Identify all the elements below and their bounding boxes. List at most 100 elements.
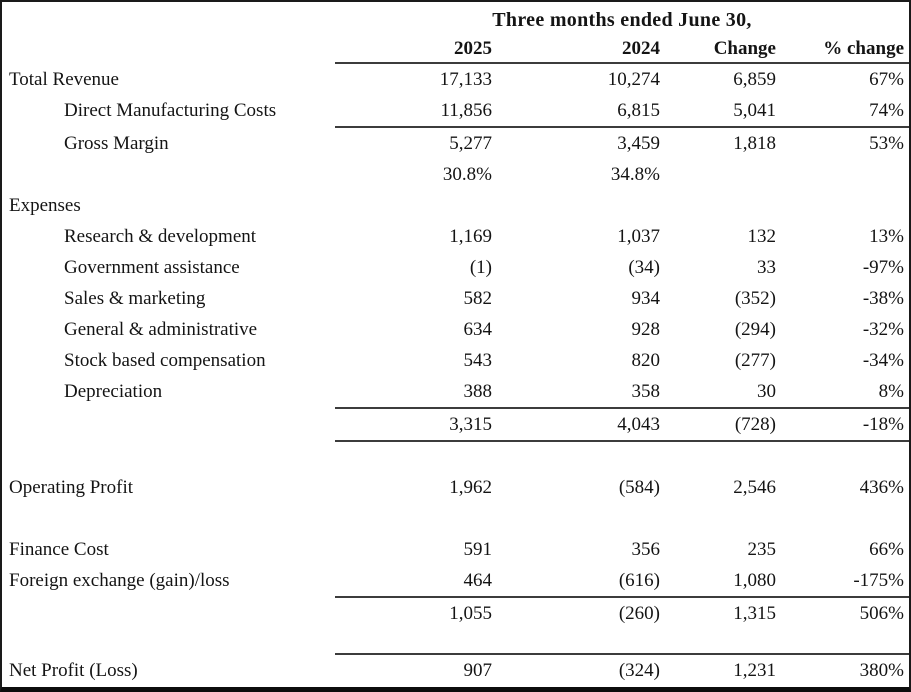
table-row: Net Profit (Loss) 907 (324) 1,231 380%: [2, 655, 909, 686]
table-title-row: Three months ended June 30,: [2, 6, 909, 34]
value-change: 6,859: [733, 69, 776, 90]
header-divider-line: [335, 62, 909, 64]
value-change: (352): [734, 288, 776, 309]
table-row: Gross Margin 5,277 3,459 1,818 53%: [2, 128, 909, 159]
divider-line: [335, 596, 909, 598]
value-2025: (1): [469, 257, 492, 278]
value-pct-change: 8%: [878, 381, 904, 402]
table-row: 3,315 4,043 (728) -18%: [2, 409, 909, 440]
value-pct-change: 13%: [869, 226, 904, 247]
table-title: Three months ended June 30,: [492, 9, 752, 31]
value-2025: 5,277: [449, 133, 492, 154]
row-label: Gross Margin: [64, 133, 169, 154]
table-row: Depreciation 388 358 30 8%: [2, 376, 909, 407]
value-2024: 4,043: [617, 414, 660, 435]
value-2025: 1,962: [449, 477, 492, 498]
table-row: Finance Cost 591 356 235 66%: [2, 534, 909, 565]
table-header-row: 2025 2024 Change % change: [2, 34, 909, 62]
value-2025: 907: [463, 660, 493, 681]
value-pct-change: 66%: [869, 539, 904, 560]
divider-line: [335, 407, 909, 409]
value-change: 2,546: [733, 477, 776, 498]
value-2024: (324): [618, 660, 660, 681]
row-label: Stock based compensation: [64, 350, 266, 371]
value-2024: (260): [618, 603, 660, 624]
column-header-2025: 2025: [454, 37, 492, 59]
table-row: General & administrative 634 928 (294) -…: [2, 314, 909, 345]
value-change: 33: [757, 257, 776, 278]
value-2024: 34.8%: [610, 164, 660, 185]
value-pct-change: -38%: [862, 288, 904, 309]
value-2025: 1,055: [449, 603, 492, 624]
value-change: (294): [734, 319, 776, 340]
row-label: Government assistance: [64, 257, 240, 278]
value-2024: (584): [618, 477, 660, 498]
value-2024: (34): [628, 257, 660, 278]
table-row: Government assistance (1) (34) 33 -97%: [2, 252, 909, 283]
value-pct-change: -97%: [862, 257, 904, 278]
row-label: Total Revenue: [9, 69, 119, 90]
value-change: 1,315: [733, 603, 776, 624]
row-label: Direct Manufacturing Costs: [64, 100, 277, 121]
table-row: Research & development 1,169 1,037 132 1…: [2, 221, 909, 252]
value-change: 1,231: [733, 660, 776, 681]
table-row: Total Revenue 17,133 10,274 6,859 67%: [2, 64, 909, 95]
column-header-pct-change: % change: [823, 37, 904, 59]
row-label: Foreign exchange (gain)/loss: [9, 570, 230, 591]
divider-line: [335, 440, 909, 442]
column-header-2024: 2024: [622, 37, 660, 59]
table-row: Operating Profit 1,962 (584) 2,546 436%: [2, 472, 909, 503]
value-2025: 582: [463, 288, 493, 309]
value-pct-change: 67%: [869, 69, 904, 90]
table-row: Expenses: [2, 190, 909, 221]
value-pct-change: -34%: [862, 350, 904, 371]
table-row: Stock based compensation 543 820 (277) -…: [2, 345, 909, 376]
value-2025: 464: [463, 570, 493, 591]
value-pct-change: 53%: [869, 133, 904, 154]
value-pct-change: -175%: [853, 570, 904, 591]
value-2024: (616): [618, 570, 660, 591]
value-change: (277): [734, 350, 776, 371]
row-label: Operating Profit: [9, 477, 134, 498]
value-pct-change: 506%: [859, 603, 904, 624]
value-2024: 934: [631, 288, 661, 309]
row-label: Research & development: [64, 226, 257, 247]
divider-line: [335, 126, 909, 128]
table-row: 1,055 (260) 1,315 506%: [2, 598, 909, 629]
value-change: 235: [747, 539, 777, 560]
value-change: (728): [734, 414, 776, 435]
table-body: Total Revenue 17,133 10,274 6,859 67% Di…: [2, 64, 909, 686]
value-2024: 1,037: [617, 226, 660, 247]
row-label: Sales & marketing: [64, 288, 206, 309]
row-label: General & administrative: [64, 319, 258, 340]
value-pct-change: 74%: [869, 100, 904, 121]
value-change: 1,080: [733, 570, 776, 591]
value-change: 132: [747, 226, 777, 247]
value-2024: 6,815: [617, 100, 660, 121]
value-pct-change: 436%: [859, 477, 904, 498]
value-2025: 1,169: [449, 226, 492, 247]
value-2024: 10,274: [607, 69, 660, 90]
value-pct-change: -18%: [862, 414, 904, 435]
spacer-row: [2, 629, 909, 653]
row-label: Net Profit (Loss): [9, 660, 138, 681]
value-2024: 928: [631, 319, 661, 340]
spacer-row: [2, 503, 909, 534]
value-change: 5,041: [733, 100, 776, 121]
value-2025: 17,133: [439, 69, 492, 90]
row-label: Expenses: [9, 195, 81, 216]
value-2025: 591: [463, 539, 493, 560]
value-2025: 543: [463, 350, 493, 371]
value-pct-change: 380%: [859, 660, 904, 681]
column-header-change: Change: [713, 37, 776, 59]
row-label: Finance Cost: [9, 539, 109, 560]
table-row: 30.8% 34.8%: [2, 159, 909, 190]
spacer-row: [2, 442, 909, 472]
value-2025: 11,856: [440, 100, 492, 121]
value-pct-change: -32%: [862, 319, 904, 340]
value-2024: 820: [631, 350, 661, 371]
value-2025: 30.8%: [442, 164, 492, 185]
table-row: Direct Manufacturing Costs 11,856 6,815 …: [2, 95, 909, 126]
value-2024: 358: [631, 381, 661, 402]
